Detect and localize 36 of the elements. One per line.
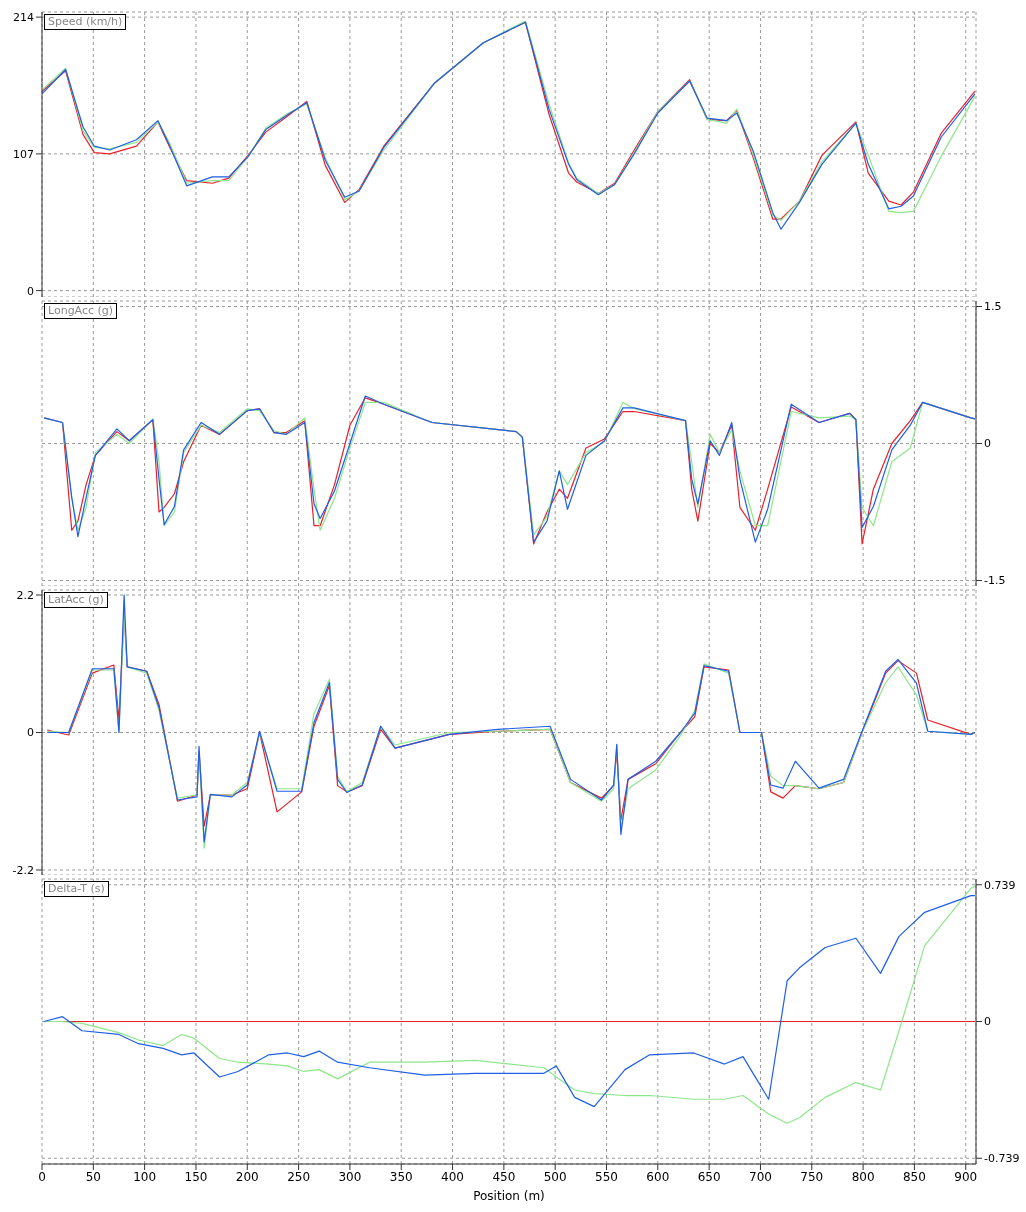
chart-title: Speed (km/h)	[44, 14, 127, 30]
x-tick-label: 600	[646, 1169, 670, 1184]
x-tick-label: 350	[389, 1169, 413, 1184]
x-tick-label: 300	[338, 1169, 362, 1184]
y-tick-label: -1.5	[984, 574, 1006, 588]
y-tick-label: -2.2	[12, 863, 34, 877]
y-tick-label: 214	[13, 11, 34, 25]
x-tick-label: 150	[184, 1169, 208, 1184]
x-tick-label: 550	[595, 1169, 618, 1184]
x-tick-label: 0	[38, 1169, 46, 1184]
y-tick-label: 0	[984, 1015, 991, 1029]
x-tick-label: 800	[851, 1169, 875, 1184]
y-tick-label: -0.739	[984, 1152, 1020, 1166]
x-tick-label: 900	[954, 1169, 978, 1184]
x-tick-label: 850	[902, 1169, 926, 1184]
x-tick-label: 50	[85, 1169, 101, 1184]
x-tick-label: 200	[235, 1169, 259, 1184]
x-tick-label: 700	[749, 1169, 772, 1184]
x-tick-label: 100	[133, 1169, 157, 1184]
x-tick-label: 500	[543, 1169, 567, 1184]
chart-title: LongAcc (g)	[44, 303, 118, 319]
x-tick-label: 650	[697, 1169, 721, 1184]
x-tick-label: 450	[492, 1169, 516, 1184]
y-tick-label: 2.2	[16, 588, 34, 602]
y-tick-label: 0	[27, 726, 34, 740]
y-tick-label: 107	[13, 147, 34, 161]
x-axis-title: Position (m)	[473, 1189, 545, 1203]
x-tick-label: 250	[287, 1169, 311, 1184]
x-tick-label: 400	[441, 1169, 464, 1184]
y-tick-label: 0	[27, 284, 34, 298]
y-tick-label: 0	[984, 437, 991, 451]
y-tick-label: 1.5	[984, 300, 1002, 314]
chart-title: Delta-T (s)	[44, 881, 109, 897]
y-tick-label: 0.739	[984, 878, 1016, 892]
x-tick-label: 750	[800, 1169, 824, 1184]
chart-title: LatAcc (g)	[44, 592, 108, 608]
